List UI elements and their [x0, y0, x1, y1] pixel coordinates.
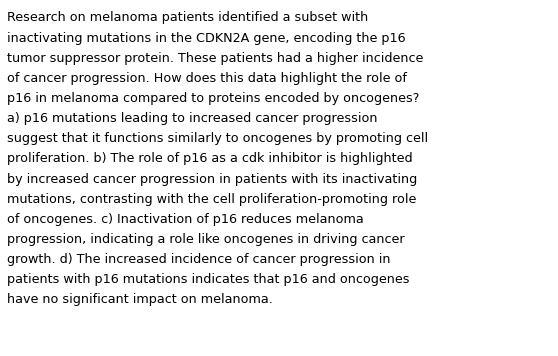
Text: of oncogenes. c) Inactivation of p16 reduces melanoma: of oncogenes. c) Inactivation of p16 red…	[7, 213, 364, 226]
Text: Research on melanoma patients identified a subset with: Research on melanoma patients identified…	[7, 11, 368, 25]
Text: proliferation. b) The role of p16 as a cdk inhibitor is highlighted: proliferation. b) The role of p16 as a c…	[7, 152, 413, 166]
Text: tumor suppressor protein. These patients had a higher incidence: tumor suppressor protein. These patients…	[7, 52, 424, 65]
Text: inactivating mutations in the CDKN2A gene, encoding the p16: inactivating mutations in the CDKN2A gen…	[7, 32, 406, 44]
Text: patients with p16 mutations indicates that p16 and oncogenes: patients with p16 mutations indicates th…	[7, 273, 410, 286]
Text: growth. d) The increased incidence of cancer progression in: growth. d) The increased incidence of ca…	[7, 253, 391, 266]
Text: suggest that it functions similarly to oncogenes by promoting cell: suggest that it functions similarly to o…	[7, 132, 429, 145]
Text: mutations, contrasting with the cell proliferation-promoting role: mutations, contrasting with the cell pro…	[7, 193, 417, 206]
Text: progression, indicating a role like oncogenes in driving cancer: progression, indicating a role like onco…	[7, 233, 405, 246]
Text: a) p16 mutations leading to increased cancer progression: a) p16 mutations leading to increased ca…	[7, 112, 378, 125]
Text: by increased cancer progression in patients with its inactivating: by increased cancer progression in patie…	[7, 173, 417, 185]
Text: p16 in melanoma compared to proteins encoded by oncogenes?: p16 in melanoma compared to proteins enc…	[7, 92, 420, 105]
Text: of cancer progression. How does this data highlight the role of: of cancer progression. How does this dat…	[7, 72, 407, 85]
Text: have no significant impact on melanoma.: have no significant impact on melanoma.	[7, 293, 273, 306]
